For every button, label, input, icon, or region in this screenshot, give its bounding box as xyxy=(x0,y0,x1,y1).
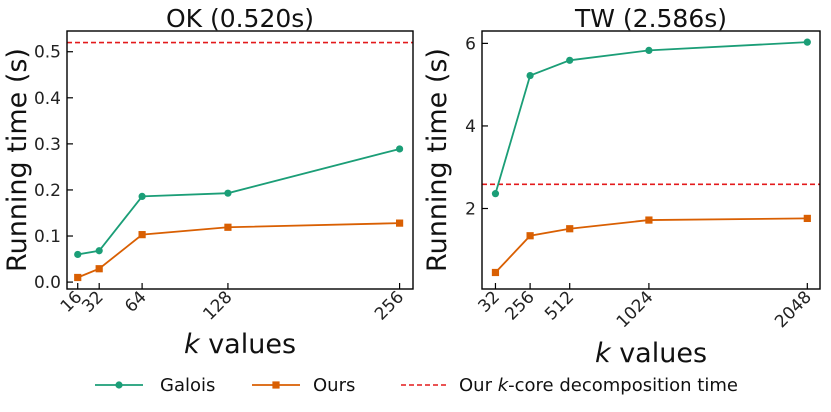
y-axis-label: Running time (s) xyxy=(2,48,33,272)
galois-point xyxy=(526,71,534,80)
galois-point xyxy=(491,190,500,198)
x-tick-label: 32 xyxy=(78,287,107,316)
y-axis-label: Running time (s) xyxy=(422,48,453,272)
x-axis-label: k values xyxy=(595,338,707,369)
ours-point xyxy=(526,232,534,240)
galois-point xyxy=(95,247,103,255)
y-tick-label: 0.3 xyxy=(34,135,61,155)
galois-point xyxy=(645,46,653,55)
y-tick-label: 0.5 xyxy=(34,43,61,63)
y-tick-label: 4 xyxy=(465,117,476,137)
x-tick-label: 32 xyxy=(475,287,504,316)
x-tick-label: 512 xyxy=(541,287,578,324)
y-tick-label: 2 xyxy=(465,200,476,220)
galois-point xyxy=(803,38,811,46)
legend-kcore-label: Our k-core decomposition time xyxy=(459,375,738,396)
legend: Galois Ours Our k-core decomposition time xyxy=(95,375,738,396)
ours-point xyxy=(224,223,232,231)
ours-point xyxy=(491,268,500,277)
ours-point xyxy=(138,231,146,239)
y-tick-label: 6 xyxy=(465,34,476,54)
y-tick-label: 0.0 xyxy=(34,273,61,293)
x-axis-label: k values xyxy=(184,329,296,360)
ours-point xyxy=(395,219,404,227)
legend-galois-marker xyxy=(115,381,123,389)
x-tick-label: 256 xyxy=(371,287,408,324)
panel-tw: TW (2.586s) Running time (s) k values 2 4 6 32… xyxy=(422,4,821,369)
chart-title: TW (2.586s) xyxy=(574,4,727,33)
galois-series-line xyxy=(494,41,808,194)
ours-point xyxy=(74,273,82,282)
x-axis-label-k: k xyxy=(184,329,201,360)
x-axis-label-rest: values xyxy=(200,329,296,360)
galois-point xyxy=(566,56,574,64)
y-tick-label: 0.1 xyxy=(34,227,61,247)
y-tick-label: 0.4 xyxy=(34,89,61,109)
galois-point xyxy=(224,189,232,197)
x-axis-label-rest: values xyxy=(611,338,707,369)
plot-frame xyxy=(481,30,821,290)
legend-kcore-prefix: Our xyxy=(459,375,498,396)
x-tick-label: 2048 xyxy=(771,287,816,332)
galois-point xyxy=(74,250,82,259)
legend-kcore-suffix: -core decomposition time xyxy=(508,375,738,396)
galois-point xyxy=(138,192,146,200)
y-tick-label: 0.2 xyxy=(34,181,61,201)
plot-frame xyxy=(66,30,414,290)
galois-point xyxy=(395,145,404,153)
ours-point xyxy=(803,214,811,223)
galois-series-line xyxy=(77,148,400,256)
legend-ours-marker xyxy=(272,381,280,389)
ours-series-line xyxy=(77,222,400,279)
x-axis-label-k: k xyxy=(595,338,612,369)
ours-point xyxy=(645,216,653,224)
legend-ours-label: Ours xyxy=(313,375,355,396)
ours-series-line xyxy=(494,217,808,274)
legend-kcore-k: k xyxy=(498,375,510,396)
x-tick-label: 64 xyxy=(121,287,150,316)
ours-point xyxy=(566,225,574,233)
x-tick-label: 1024 xyxy=(613,287,658,332)
chart-title: OK (0.520s) xyxy=(166,4,314,33)
legend-galois-label: Galois xyxy=(160,375,215,396)
x-tick-label: 256 xyxy=(502,287,539,324)
x-tick-label: 128 xyxy=(199,287,236,324)
panel-ok: OK (0.520s) Running time (s) k values 0.0 0.… xyxy=(2,4,414,360)
ours-point xyxy=(95,265,103,273)
